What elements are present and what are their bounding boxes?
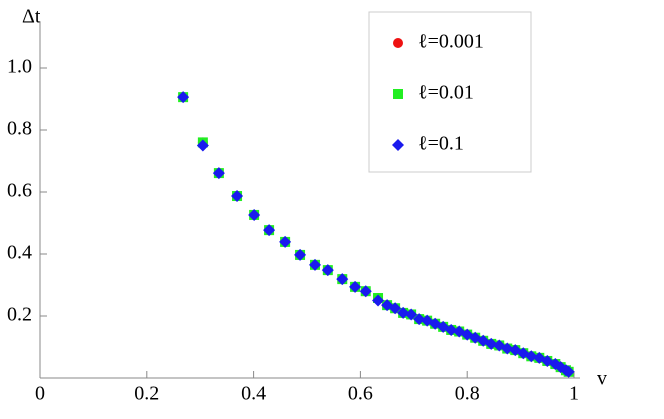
legend-marker xyxy=(393,89,403,99)
y-tick-label: 0.4 xyxy=(7,242,32,264)
point xyxy=(359,285,372,298)
x-tick-label: 0 xyxy=(35,383,45,405)
y-tick-label: 1.0 xyxy=(7,56,32,78)
y-axis-label: Δt xyxy=(22,6,41,28)
point xyxy=(196,139,209,152)
y-tick-label: 0.2 xyxy=(7,304,32,326)
legend-label: ℓ=0.001 xyxy=(418,31,484,53)
x-tick-label: 0.4 xyxy=(241,383,266,405)
point xyxy=(177,91,190,104)
x-tick-label: 0.2 xyxy=(134,383,159,405)
x-tick-label: 0.6 xyxy=(348,383,373,405)
point xyxy=(372,294,385,307)
point xyxy=(413,313,426,326)
point xyxy=(294,248,307,261)
legend-marker xyxy=(393,38,403,48)
point xyxy=(336,273,349,286)
point xyxy=(397,306,410,319)
x-tick-label: 0.8 xyxy=(455,383,480,405)
point xyxy=(248,208,261,221)
legend-label: ℓ=0.01 xyxy=(418,82,474,104)
point xyxy=(321,264,334,277)
point xyxy=(562,365,575,378)
y-tick-label: 0.6 xyxy=(7,180,32,202)
point xyxy=(445,323,458,336)
point xyxy=(501,342,514,355)
point xyxy=(349,280,362,293)
point xyxy=(485,337,498,350)
x-tick-label: 1 xyxy=(569,383,579,405)
point xyxy=(389,302,402,315)
point xyxy=(279,235,292,248)
x-axis-label: v xyxy=(597,368,607,390)
legend-label: ℓ=0.1 xyxy=(418,133,464,155)
point xyxy=(212,167,225,180)
point xyxy=(263,224,276,237)
y-tick-label: 0.8 xyxy=(7,118,32,140)
point xyxy=(309,258,322,271)
point xyxy=(525,350,538,363)
point xyxy=(405,308,418,321)
point xyxy=(231,190,244,203)
legend-marker xyxy=(392,139,404,151)
